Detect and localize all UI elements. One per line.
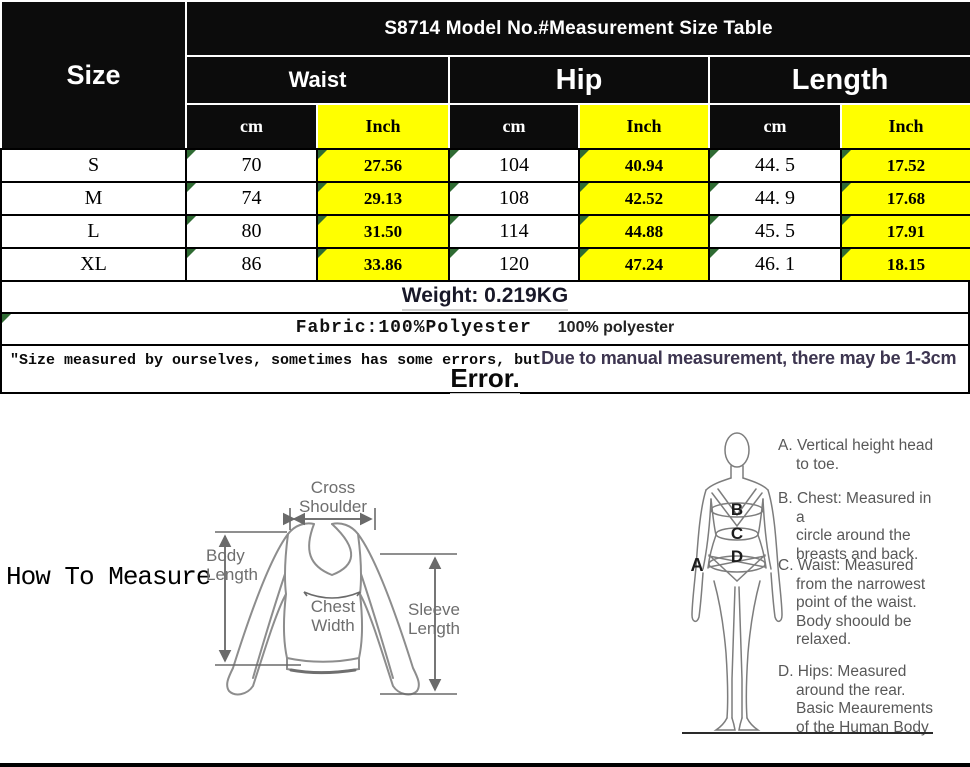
bottom-black-bar (0, 763, 970, 767)
how-to-measure-heading: How To Measure (6, 562, 211, 592)
measure-arrows (215, 508, 457, 695)
body-measure-item-a: A. Vertical height head to toe. (778, 437, 934, 473)
info-rows: Weight: 0.219KG Fabric:100%Polyester 100… (0, 282, 970, 396)
note-error-text: Error. (2, 363, 968, 396)
waist-inch-value: 27.56 (316, 148, 450, 183)
waist-cm-value: 86 (185, 247, 318, 282)
waist-cm-value: 74 (185, 181, 318, 216)
length-inch-value: 18.15 (839, 247, 970, 282)
length-inch-value: 17.91 (839, 214, 970, 249)
fabric-subtext: 100% polyester (557, 319, 675, 336)
hip-inch-value: 40.94 (578, 148, 710, 183)
body-diagram-svg: B C D A (691, 432, 783, 731)
waist-inch-value: 33.86 (316, 247, 450, 282)
table-title: S8714 Model No.#Measurement Size Table (184, 0, 970, 57)
hip-inch-value: 44.88 (578, 214, 710, 249)
hip-cm-value: 114 (448, 214, 580, 249)
note-row: "Size measured by ourselves, sometimes h… (2, 346, 968, 396)
body-length-label: Body Length (206, 546, 258, 584)
weight-row: Weight: 0.219KG (2, 282, 968, 314)
how-to-measure-section: How To Measure (0, 394, 970, 763)
body-measure-item-d: D. Hips: Measured around the rear. Basic… (778, 663, 933, 736)
measurement-size-table: Size S8714 Model No.#Measurement Size Ta… (0, 0, 970, 282)
length-inch-value: 17.52 (839, 148, 970, 183)
waist-inch-value: 29.13 (316, 181, 450, 216)
hip-cm-value: 104 (448, 148, 580, 183)
cross-shoulder-label: Cross Shoulder (298, 478, 368, 516)
note-accent-text: Due to manual measurement, there may be … (541, 348, 957, 368)
hip-cm-header: cm (448, 103, 580, 150)
table-row: M 74 29.13 108 42.52 44. 9 17.68 (0, 181, 970, 216)
waist-cm-value: 80 (185, 214, 318, 249)
length-group-header: Length (707, 55, 970, 105)
body-outline (691, 432, 783, 731)
hip-group-header: Hip (448, 55, 710, 105)
hip-inch-header: Inch (578, 103, 710, 150)
length-inch-value: 17.68 (839, 181, 970, 216)
body-measure-item-c: C. Waist: Measured from the narrowest po… (778, 557, 926, 648)
length-cm-header: cm (708, 103, 842, 150)
waist-cm-value: 70 (185, 148, 318, 183)
note-line: "Size measured by ourselves, sometimes h… (10, 348, 956, 369)
garment-diagram-svg (215, 508, 457, 696)
table-row: L 80 31.50 114 44.88 45. 5 17.91 (0, 214, 970, 249)
length-cm-value: 46. 1 (708, 247, 842, 282)
body-measure-item-b: B. Chest: Measured in a circle around th… (778, 490, 932, 563)
waist-group-header: Waist (185, 55, 450, 105)
size-value: S (0, 148, 187, 183)
fabric-row: Fabric:100%Polyester 100% polyester (2, 314, 968, 346)
weight-text: Weight: 0.219KG (401, 283, 569, 311)
length-cm-value: 45. 5 (708, 214, 842, 249)
figure-underline (682, 732, 933, 734)
body-mark-letters: B C D A (691, 500, 744, 575)
chest-width-label: Chest Width (310, 597, 356, 635)
mark-d: D (731, 547, 743, 566)
mark-b: B (731, 500, 743, 519)
size-value: L (0, 214, 187, 249)
size-value: XL (0, 247, 187, 282)
fabric-text: Fabric:100%Polyester (295, 318, 532, 338)
hip-inch-value: 47.24 (578, 247, 710, 282)
size-value: M (0, 181, 187, 216)
length-cm-value: 44. 9 (708, 181, 842, 216)
note-mono-text: "Size measured by ourselves, sometimes h… (10, 352, 542, 369)
table-row: XL 86 33.86 120 47.24 46. 1 18.15 (0, 247, 970, 282)
waist-inch-header: Inch (316, 103, 450, 150)
size-column-header: Size (0, 0, 187, 150)
hip-inch-value: 42.52 (578, 181, 710, 216)
hip-cm-value: 120 (448, 247, 580, 282)
mark-c: C (731, 524, 743, 543)
sleeve-length-label: Sleeve Length (408, 600, 460, 638)
mark-a: A (691, 555, 704, 575)
length-inch-header: Inch (839, 103, 970, 150)
waist-cm-header: cm (185, 103, 318, 150)
waist-inch-value: 31.50 (316, 214, 450, 249)
hip-cm-value: 108 (448, 181, 580, 216)
table-row: S 70 27.56 104 40.94 44. 5 17.52 (0, 148, 970, 183)
length-cm-value: 44. 5 (708, 148, 842, 183)
